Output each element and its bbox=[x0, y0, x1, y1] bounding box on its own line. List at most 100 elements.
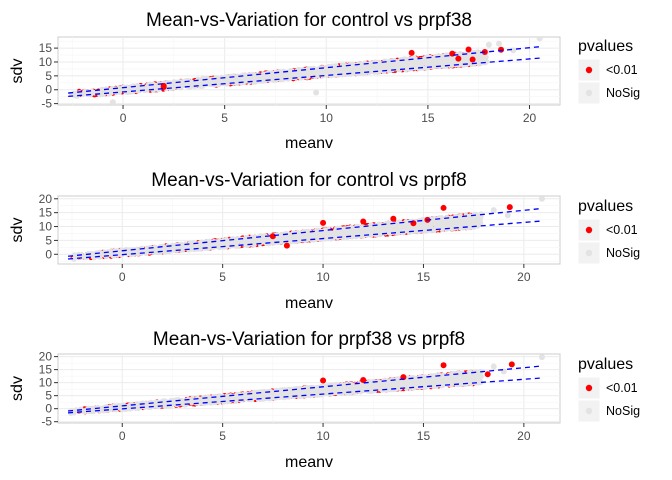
nosig-point-dense bbox=[414, 226, 420, 232]
chart-title: Mean-vs-Variation for control vs prpf8 bbox=[151, 170, 466, 191]
nosig-point-dense bbox=[101, 91, 107, 97]
nosig-point-dense bbox=[192, 82, 197, 88]
nosig-point-dense bbox=[197, 240, 203, 246]
nosig-point-dense bbox=[350, 70, 356, 76]
nosig-point bbox=[510, 47, 517, 54]
nosig-point-dense bbox=[466, 225, 472, 231]
x-tick-label: 5 bbox=[219, 270, 226, 284]
nosig-point-dense bbox=[449, 226, 455, 232]
nosig-point-dense bbox=[370, 65, 375, 71]
nosig-point-dense bbox=[430, 227, 436, 233]
nosig-point-dense bbox=[390, 60, 396, 66]
y-tick-label: 15 bbox=[39, 41, 53, 55]
nosig-point-dense bbox=[170, 243, 176, 249]
nosig-point-dense bbox=[306, 236, 312, 241]
nosig-point-dense bbox=[187, 85, 193, 90]
nosig-point-dense bbox=[355, 68, 361, 74]
nosig-point-dense bbox=[342, 231, 347, 237]
nosig-point-dense bbox=[359, 226, 365, 232]
nosig-point-dense bbox=[325, 230, 331, 236]
nosig-point-dense bbox=[440, 220, 446, 226]
chart-panel-1: Mean-vs-Variation for control vs prpf380… bbox=[9, 10, 640, 152]
nosig-point-dense bbox=[405, 223, 411, 229]
band-line-lower bbox=[68, 57, 540, 98]
nosig-point-dense bbox=[107, 89, 113, 94]
point-cloud bbox=[67, 354, 545, 417]
nosig-point-dense bbox=[179, 80, 185, 86]
nosig-point-dense bbox=[399, 225, 404, 231]
nosig-point-dense bbox=[460, 55, 466, 61]
nosig-point-dense bbox=[448, 221, 454, 226]
nosig-point-dense bbox=[327, 67, 333, 72]
sig-point bbox=[455, 55, 462, 62]
sig-point bbox=[440, 204, 447, 211]
sig-point bbox=[360, 218, 367, 225]
nosig-point-dense bbox=[334, 226, 339, 232]
nosig-point-dense bbox=[290, 71, 296, 76]
nosig-point-dense bbox=[372, 226, 378, 231]
nosig-point bbox=[496, 40, 503, 47]
nosig-point-dense bbox=[225, 240, 231, 246]
band-line-lower bbox=[67, 220, 542, 260]
x-tick-label: 5 bbox=[221, 111, 228, 125]
nosig-point-dense bbox=[428, 59, 434, 64]
nosig-point-dense bbox=[403, 228, 409, 234]
nosig-point-dense bbox=[226, 80, 232, 86]
nosig-point-dense bbox=[339, 69, 345, 75]
nosig-point-dense bbox=[368, 222, 374, 228]
nosig-point-dense bbox=[189, 244, 194, 250]
legend-entry: NoSig bbox=[606, 246, 640, 260]
nosig-point-dense bbox=[478, 220, 484, 226]
sig-point bbox=[498, 46, 505, 53]
nosig-point-dense bbox=[311, 231, 317, 237]
legend-key-point bbox=[585, 249, 593, 257]
nosig-point bbox=[536, 37, 543, 42]
nosig-point-dense bbox=[447, 56, 453, 62]
legend-title: pvalues bbox=[578, 198, 633, 215]
nosig-point-dense bbox=[110, 253, 115, 259]
nosig-point-dense bbox=[437, 55, 443, 60]
nosig-point-dense bbox=[219, 77, 225, 83]
y-tick-label: 0 bbox=[45, 247, 52, 261]
legend-entry: <0.01 bbox=[606, 223, 638, 237]
nosig-point-dense bbox=[285, 231, 291, 237]
y-tick-label: 10 bbox=[39, 55, 53, 69]
nosig-point-dense bbox=[374, 66, 380, 71]
nosig-point-dense bbox=[303, 230, 309, 236]
nosig-point-dense bbox=[449, 59, 455, 65]
nosig-point-dense bbox=[217, 244, 223, 250]
chart-title: Mean-vs-Variation for control vs prpf38 bbox=[146, 10, 472, 31]
x-tick-label: 20 bbox=[517, 270, 531, 284]
sig-point bbox=[390, 215, 397, 222]
nosig-point-dense bbox=[477, 59, 483, 65]
x-tick-label: 10 bbox=[316, 270, 330, 284]
legend-title: pvalues bbox=[578, 38, 633, 55]
x-tick-label: 0 bbox=[119, 270, 126, 284]
nosig-point-dense bbox=[436, 223, 442, 229]
y-tick-label: 20 bbox=[39, 192, 53, 206]
sig-point bbox=[449, 50, 456, 57]
nosig-point bbox=[313, 89, 320, 96]
nosig-point-dense bbox=[459, 224, 465, 230]
nosig-point-dense bbox=[145, 85, 151, 90]
nosig-point-dense bbox=[421, 221, 427, 227]
y-tick-label: 5 bbox=[45, 233, 52, 247]
nosig-point-dense bbox=[240, 80, 246, 86]
nosig-point-dense bbox=[71, 252, 77, 258]
nosig-point-dense bbox=[416, 66, 422, 72]
band-line-upper bbox=[68, 46, 540, 94]
legend-key-point bbox=[585, 226, 593, 234]
x-axis-label: meanv bbox=[285, 135, 333, 152]
nosig-point-dense bbox=[359, 70, 365, 76]
legend-entry: NoSig bbox=[606, 86, 640, 100]
sig-point bbox=[469, 56, 476, 63]
y-tick-label: -5 bbox=[41, 97, 52, 111]
nosig-point-dense bbox=[232, 75, 238, 81]
nosig-point-dense bbox=[260, 71, 266, 77]
nosig-point-dense bbox=[393, 66, 399, 72]
chart-title: Mean-vs-Variation for prpf38 vs prpf8 bbox=[153, 329, 465, 350]
band-line-upper bbox=[67, 207, 542, 257]
